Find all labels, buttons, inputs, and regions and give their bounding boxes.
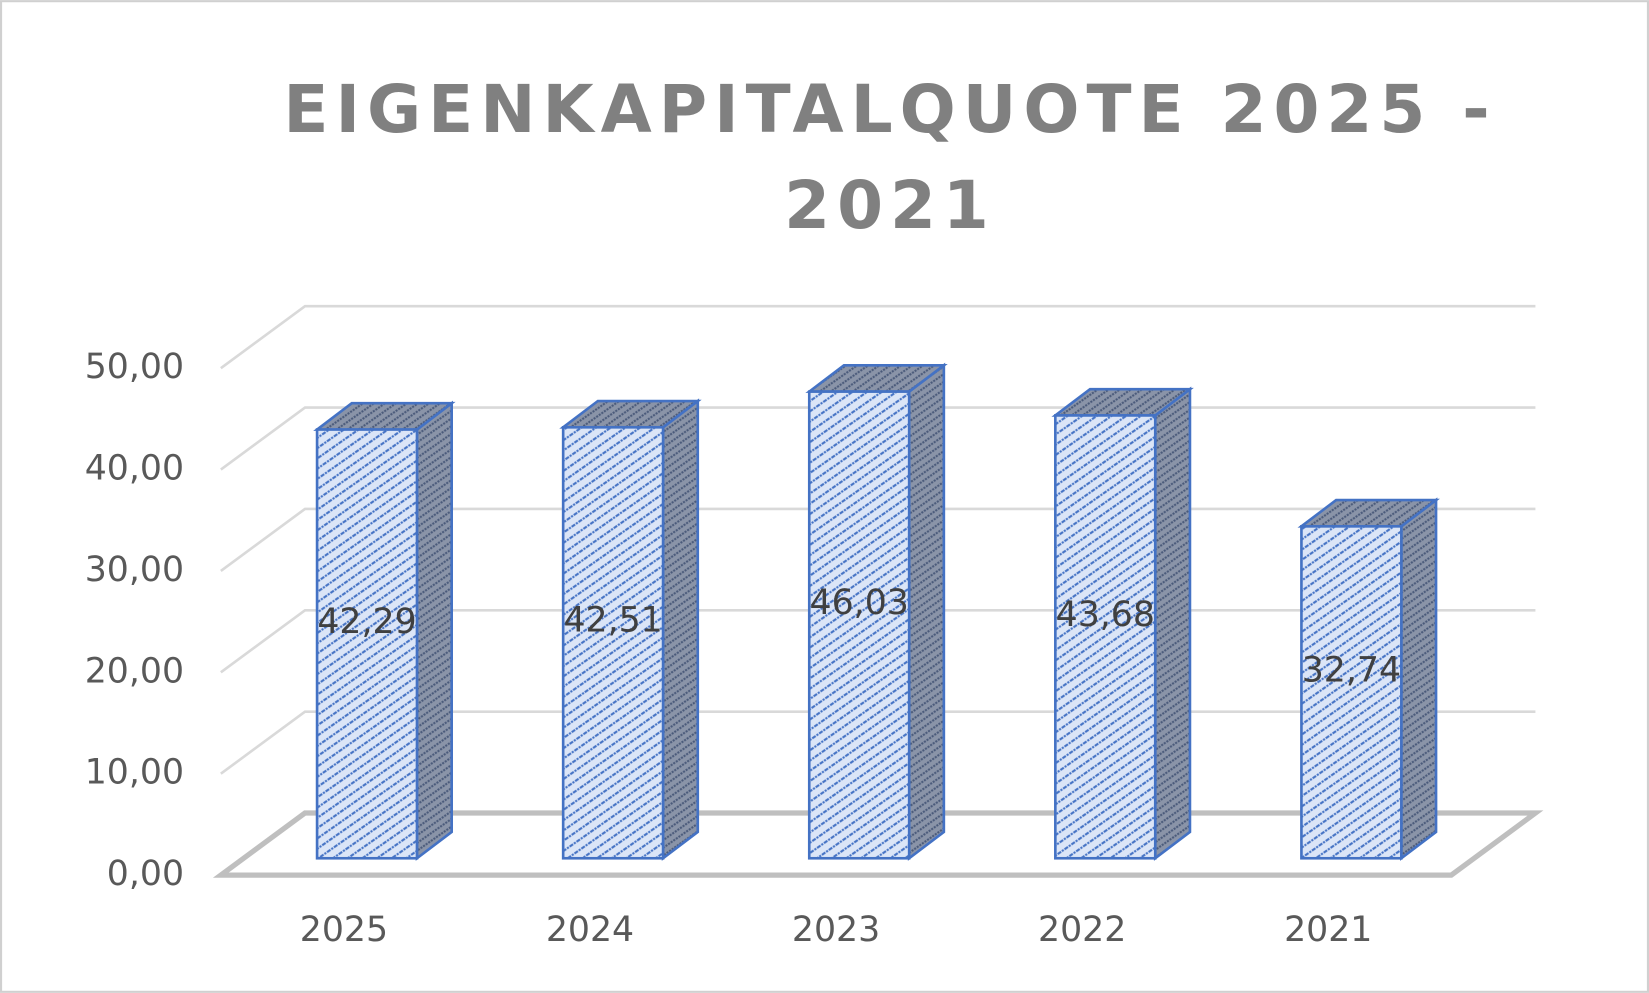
floor (212, 810, 1544, 878)
bar-side (661, 398, 700, 861)
x-tick-label: 2025 (300, 910, 388, 950)
bar (1051, 386, 1194, 861)
y-tick-label: 40,00 (85, 449, 184, 489)
y-tick-label: 20,00 (85, 651, 184, 691)
grid-line (220, 304, 1536, 370)
value-label: 46,03 (810, 583, 909, 623)
bar-front (315, 428, 419, 860)
bar-side (1153, 386, 1192, 861)
value-label: 42,29 (317, 602, 416, 642)
bar-front (1300, 525, 1403, 860)
y-tick-label: 10,00 (85, 753, 184, 793)
y-tick-label: 0,00 (107, 854, 184, 894)
value-label: 43,68 (1056, 595, 1155, 635)
bar-front (1054, 414, 1157, 860)
y-tick-label: 30,00 (85, 550, 184, 590)
bar-front (807, 390, 911, 860)
x-tick-label: 2024 (546, 910, 634, 950)
bar-side (415, 400, 454, 861)
bar (559, 398, 702, 861)
value-label: 42,51 (563, 601, 662, 641)
bar (313, 400, 456, 861)
y-tick-label: 50,00 (85, 347, 184, 387)
bar-front (561, 425, 665, 860)
x-tick-label: 2022 (1038, 910, 1126, 950)
bar-side (907, 362, 946, 861)
chart-title: EIGENKAPITALQUOTE 2025 - 2021 (283, 71, 1497, 244)
bar-side (1400, 497, 1438, 861)
x-tick-label: 2021 (1284, 910, 1372, 950)
x-tick-label: 2023 (792, 910, 880, 950)
bar (1297, 497, 1440, 861)
value-label: 32,74 (1302, 650, 1401, 690)
bar (805, 362, 948, 861)
